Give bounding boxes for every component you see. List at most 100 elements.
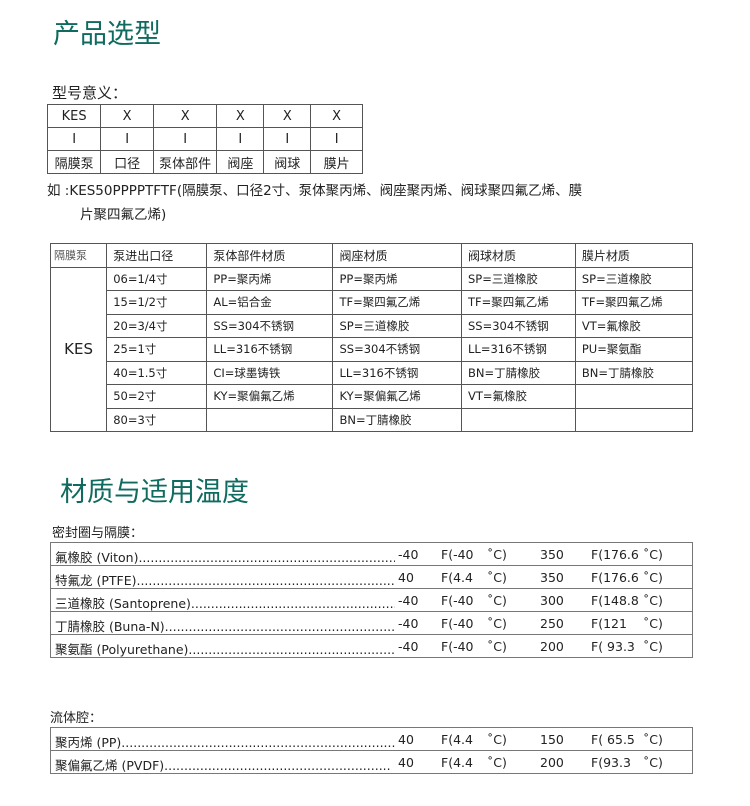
model-cell: I xyxy=(152,127,218,151)
spec-header-cell: 泵进出口径 xyxy=(106,243,208,268)
temperature-row: 聚氨酯 (Polyurethane)......................… xyxy=(50,634,693,658)
spec-table: 隔膜泵 泵进出口径 泵体部件材质 阀座材质 阀球材质 膜片材质 KES 06=1/4寸 PP=聚… xyxy=(49,243,694,432)
spec-cell: LL=316不锈钢 xyxy=(206,337,334,362)
temperature-cell: 聚丙烯 (PP)................................… xyxy=(50,727,693,751)
model-meaning-table: KES X X X X X I I I I I I 隔膜泵 口径 泵体部件 阀座 阀球 膜片 xyxy=(46,104,363,174)
unit: ˚C) xyxy=(643,593,663,608)
temperature-cell: 三道橡胶 (Santoprene).......................… xyxy=(50,588,693,612)
fluid-label: 流体腔： xyxy=(50,711,103,726)
model-cell: I xyxy=(310,127,363,151)
min-f: -40 xyxy=(398,593,419,608)
max-c: F( 93.3 xyxy=(591,639,635,654)
unit: ˚C) xyxy=(643,616,663,631)
model-row: 隔膜泵 口径 泵体部件 阀座 阀球 膜片 xyxy=(46,150,363,174)
spec-header-cell: 阀座材质 xyxy=(332,243,462,268)
model-cell: 膜片 xyxy=(310,150,363,174)
min-c: F(4.4 xyxy=(441,755,473,770)
section-title-materials-temperature: 材质与适用温度 xyxy=(60,477,249,508)
min-c: F(-40 xyxy=(441,593,474,608)
material-name: 聚丙烯 (PP)................................… xyxy=(55,735,395,750)
max-c: F( 65.5 xyxy=(591,732,635,747)
min-f: 40 xyxy=(398,732,414,747)
max-c: F(176.6 xyxy=(591,547,639,562)
example-line-1: 如 :KES50PPPPTFTF(隔膜泵、口径2寸、泵体聚丙烯、阀座聚丙烯、阀球… xyxy=(47,183,583,199)
material-name: 丁腈橡胶 (Buna-N)...........................… xyxy=(55,619,395,634)
max-c: F(121 xyxy=(591,616,627,631)
spec-cell: PP=聚丙烯 xyxy=(332,266,462,291)
spec-header-cell: 膜片材质 xyxy=(574,243,694,268)
temperature-row: 三道橡胶 (Santoprene).......................… xyxy=(50,588,693,612)
min-f: 40 xyxy=(398,570,414,585)
spec-cell: KY=聚偏氟乙烯 xyxy=(206,384,334,409)
spec-cell: LL=316不锈钢 xyxy=(461,337,576,362)
spec-cell: TF=聚四氟乙烯 xyxy=(461,290,576,315)
max-f: 250 xyxy=(540,616,564,631)
model-cell: X xyxy=(216,104,265,128)
spec-cell: SP=三道橡胶 xyxy=(332,313,462,338)
min-c: F(-40 xyxy=(441,616,474,631)
spec-row: 20=3/4寸 SS=304不锈钢 SP=三道橡胶 SS=304不锈钢 VT=氟橡胶 xyxy=(51,313,694,338)
material-name: 聚偏氟乙烯 (PVDF)............................… xyxy=(55,758,391,773)
min-c: F(4.4 xyxy=(441,732,473,747)
model-cell: 阀座 xyxy=(216,150,265,174)
max-f: 200 xyxy=(540,755,564,770)
spec-cell: SS=304不锈钢 xyxy=(332,337,462,362)
spec-header-cell: 泵体部件材质 xyxy=(206,243,334,268)
spec-row: KES 06=1/4寸 PP=聚丙烯 PP=聚丙烯 SP=三道橡胶 SP=三道橡胶 xyxy=(49,266,694,432)
model-cell: 口径 xyxy=(100,150,154,174)
spec-cell: LL=316不锈钢 xyxy=(332,360,462,385)
spec-cell: SS=304不锈钢 xyxy=(461,313,576,338)
spec-cell: 40=1.5寸 xyxy=(106,360,208,385)
spec-model-cell: KES xyxy=(49,266,108,432)
unit: ˚C) xyxy=(487,547,507,562)
model-cell: 泵体部件 xyxy=(152,150,218,174)
unit: ˚C) xyxy=(487,755,507,770)
spec-row: 15=1/2寸 AL=铝合金 TF=聚四氟乙烯 TF=聚四氟乙烯 TF=聚四氟乙烯 xyxy=(51,290,694,315)
spec-cell xyxy=(574,407,694,432)
min-c: F(-40 xyxy=(441,639,474,654)
spec-cell: TF=聚四氟乙烯 xyxy=(332,290,462,315)
unit: ˚C) xyxy=(643,570,663,585)
model-cell: X xyxy=(263,104,312,128)
spec-cell: CI=球墨铸铁 xyxy=(206,360,334,385)
model-cell: KES xyxy=(46,104,102,128)
unit: ˚C) xyxy=(487,593,507,608)
max-c: F(93.3 xyxy=(591,755,631,770)
spec-cell: 06=1/4寸 xyxy=(106,266,208,291)
temperature-row: 聚偏氟乙烯 (PVDF)............................… xyxy=(50,750,693,774)
seal-label: 密封圈与隔膜： xyxy=(52,526,144,541)
model-cell: 隔膜泵 xyxy=(46,150,102,174)
spec-cell: 25=1寸 xyxy=(106,337,208,362)
section-title-product-selection: 产品选型 xyxy=(53,19,161,50)
min-c: F(4.4 xyxy=(441,570,473,585)
min-c: F(-40 xyxy=(441,547,474,562)
model-cell: X xyxy=(100,104,154,128)
spec-header-row: 隔膜泵 泵进出口径 泵体部件材质 阀座材质 阀球材质 膜片材质 xyxy=(49,243,694,268)
model-row: KES X X X X X xyxy=(46,104,363,128)
min-f: -40 xyxy=(398,639,419,654)
material-name: 三道橡胶 (Santoprene).......................… xyxy=(55,596,395,611)
spec-cell: PU=聚氨酯 xyxy=(574,337,694,362)
spec-cell: BN=丁腈橡胶 xyxy=(461,360,576,385)
spec-header-cell: 隔膜泵 xyxy=(49,243,108,268)
unit: ˚C) xyxy=(487,616,507,631)
spec-cell: TF=聚四氟乙烯 xyxy=(574,290,694,315)
max-f: 150 xyxy=(540,732,564,747)
spec-cell xyxy=(461,407,576,432)
min-f: -40 xyxy=(398,547,419,562)
spec-cell: KY=聚偏氟乙烯 xyxy=(332,384,462,409)
spec-cell: SP=三道橡胶 xyxy=(461,266,576,291)
spec-cell: VT=氟橡胶 xyxy=(574,313,694,338)
unit: ˚C) xyxy=(487,639,507,654)
spec-cell xyxy=(206,407,334,432)
temperature-row: 氟橡胶 (Viton).............................… xyxy=(50,542,693,566)
material-name: 聚氨酯 (Polyurethane)......................… xyxy=(55,642,395,657)
spec-cell: 15=1/2寸 xyxy=(106,290,208,315)
spec-header-cell: 阀球材质 xyxy=(461,243,576,268)
spec-row: 25=1寸 LL=316不锈钢 SS=304不锈钢 LL=316不锈钢 PU=聚氨酯 xyxy=(51,337,694,362)
unit: ˚C) xyxy=(643,639,663,654)
spec-cell: 80=3寸 xyxy=(106,407,208,432)
spec-cell: PP=聚丙烯 xyxy=(206,266,334,291)
